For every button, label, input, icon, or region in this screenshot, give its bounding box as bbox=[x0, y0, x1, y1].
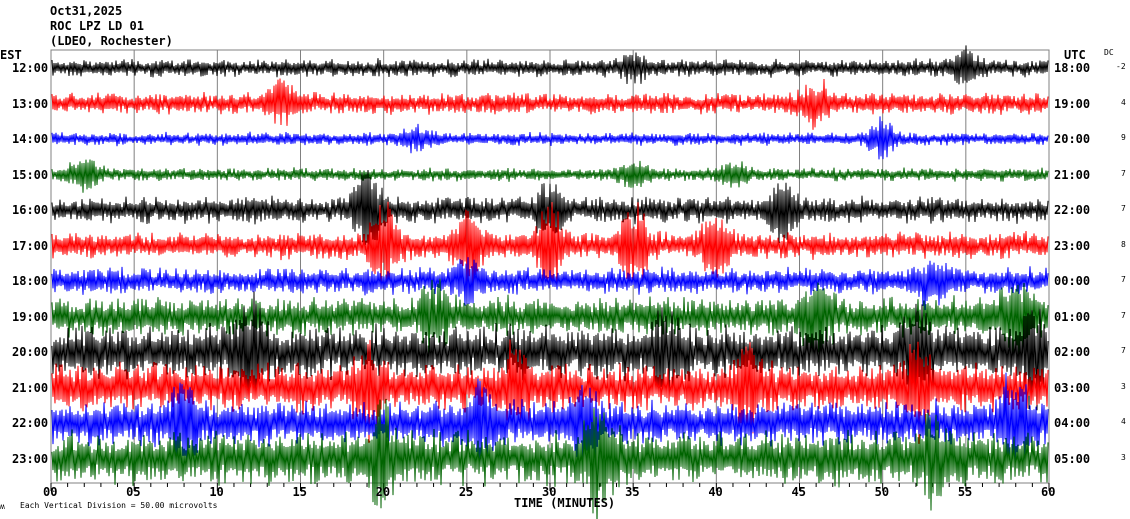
network-label: (LDEO, Rochester) bbox=[50, 34, 173, 48]
x-axis-label: TIME (MINUTES) bbox=[514, 496, 616, 510]
x-tick-label: 10 bbox=[209, 485, 224, 499]
est-hour-label: 15:00 bbox=[12, 167, 49, 182]
utc-hour-label: 18:00 bbox=[1054, 61, 1091, 75]
dc-offset: 7 bbox=[1121, 168, 1126, 178]
seismic-trace bbox=[51, 398, 1049, 519]
seismic-trace bbox=[51, 78, 1049, 130]
est-hour-label: 23:00 bbox=[12, 451, 49, 466]
x-tick-label: 15 bbox=[292, 485, 307, 499]
seismic-trace bbox=[51, 339, 1049, 444]
est-hour-label: 14:00 bbox=[12, 132, 49, 146]
utc-hour-label: 19:00 bbox=[1054, 96, 1091, 111]
est-hour-label: 20:00 bbox=[12, 345, 49, 359]
seismic-trace bbox=[51, 201, 1049, 294]
est-hour-label: 19:00 bbox=[12, 309, 49, 324]
dc-offset: 7 bbox=[1121, 204, 1126, 213]
est-hour-label: 17:00 bbox=[12, 238, 49, 253]
utc-hour-label: 03:00 bbox=[1054, 380, 1091, 395]
x-tick-label: 40 bbox=[708, 485, 723, 499]
est-hour-label: 12:00 bbox=[12, 61, 49, 75]
x-tick-label: 50 bbox=[874, 485, 890, 499]
dc-offset: 7 bbox=[1121, 275, 1126, 284]
x-tick-label: 45 bbox=[791, 485, 806, 499]
dc-offset: -2 bbox=[1116, 62, 1126, 71]
x-tick-label: 00 bbox=[43, 485, 58, 499]
seismic-trace bbox=[51, 45, 1049, 85]
utc-hour-label: 22:00 bbox=[1054, 203, 1091, 217]
dc-header: DC bbox=[1104, 48, 1114, 57]
est-hour-label: 13:00 bbox=[12, 96, 49, 111]
est-hour-label: 18:00 bbox=[12, 274, 49, 288]
utc-hour-label: 02:00 bbox=[1054, 345, 1091, 359]
est-hour-label: 16:00 bbox=[12, 203, 49, 217]
dc-offset: 8 bbox=[1121, 239, 1126, 249]
est-hour-label: 22:00 bbox=[12, 416, 49, 430]
est-hour-label: 21:00 bbox=[12, 380, 49, 395]
dc-offset: 4 bbox=[1121, 417, 1126, 426]
x-tick-label: 55 bbox=[957, 485, 973, 499]
x-tick-label: 30 bbox=[542, 485, 557, 499]
seismic-trace bbox=[51, 291, 1049, 411]
x-tick-label: 35 bbox=[625, 485, 640, 499]
dc-offset: 3 bbox=[1121, 381, 1126, 391]
scale-glyph-icon: ʍ bbox=[0, 502, 5, 511]
x-tick-label: 25 bbox=[458, 485, 474, 499]
scale-note: Each Vertical Division = 50.00 microvolt… bbox=[20, 501, 218, 510]
dc-offset: 9 bbox=[1121, 133, 1126, 142]
seismic-trace bbox=[51, 159, 1049, 193]
dc-offset: 7 bbox=[1121, 346, 1126, 355]
utc-hour-label: 00:00 bbox=[1054, 274, 1091, 288]
utc-hour-label: 20:00 bbox=[1054, 132, 1091, 146]
left-timezone: EST bbox=[0, 48, 22, 62]
right-timezone: UTC bbox=[1064, 48, 1086, 62]
utc-hour-label: 04:00 bbox=[1054, 416, 1091, 430]
dc-offset: 7 bbox=[1121, 310, 1126, 320]
seismic-trace bbox=[51, 278, 1049, 359]
seismic-trace bbox=[51, 116, 1049, 160]
x-tick-label: 20 bbox=[375, 485, 391, 499]
dc-offset: 3 bbox=[1121, 452, 1126, 462]
utc-hour-label: 01:00 bbox=[1054, 309, 1091, 324]
x-tick-label: 60 bbox=[1041, 485, 1056, 499]
utc-hour-label: 23:00 bbox=[1054, 238, 1091, 253]
seismic-trace bbox=[51, 169, 1049, 246]
date-label: Oct31,2025 bbox=[50, 4, 123, 18]
station-label: ROC LPZ LD 01 bbox=[50, 19, 144, 33]
seismic-trace bbox=[51, 257, 1049, 311]
seismic-trace bbox=[51, 372, 1049, 466]
utc-hour-label: 21:00 bbox=[1054, 167, 1091, 182]
dc-offset: 4 bbox=[1121, 97, 1126, 107]
utc-hour-label: 05:00 bbox=[1054, 451, 1091, 466]
x-tick-label: 05 bbox=[126, 485, 141, 499]
